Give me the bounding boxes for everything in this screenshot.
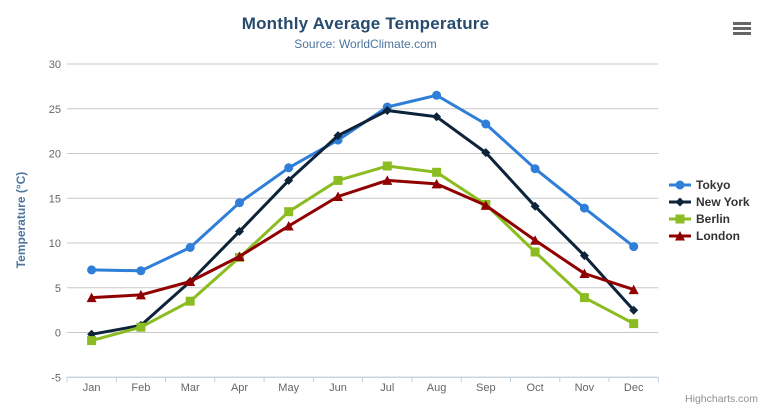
square-marker-icon	[87, 336, 97, 346]
series-tokyo[interactable]	[87, 90, 639, 276]
x-tick-label: Aug	[427, 382, 447, 394]
x-tick-label: May	[278, 382, 299, 394]
x-tick-label: Nov	[575, 382, 595, 394]
diamond-marker-icon	[530, 201, 540, 211]
triangle-marker-icon	[86, 292, 97, 303]
series-london[interactable]	[86, 175, 639, 303]
circle-marker-icon	[530, 164, 540, 174]
square-marker-icon	[333, 175, 343, 185]
y-tick-label: 20	[49, 149, 61, 161]
circle-marker-icon	[432, 90, 442, 100]
square-marker-icon	[284, 207, 294, 217]
square-marker-icon	[675, 214, 685, 223]
series-berlin[interactable]	[87, 161, 639, 346]
triangle-marker-icon	[530, 235, 541, 245]
legend: Tokyo New York Berlin London	[669, 176, 750, 244]
diamond-marker-icon	[382, 106, 392, 115]
legend-label: Tokyo	[696, 177, 731, 192]
legend-item-new-york[interactable]: New York	[669, 193, 750, 210]
legend-label: New York	[696, 194, 750, 209]
diamond-marker-icon	[284, 175, 294, 185]
x-tick-label: Sep	[476, 382, 496, 394]
square-marker-icon	[579, 293, 589, 303]
triangle-marker-icon	[185, 276, 196, 286]
diamond-marker-icon	[432, 112, 442, 122]
triangle-marker-icon	[675, 230, 685, 240]
triangle-marker-icon	[333, 191, 343, 201]
circle-marker-icon	[481, 119, 491, 129]
highcharts-credit[interactable]: Highcharts.com	[685, 393, 758, 405]
circle-marker-icon	[87, 265, 97, 275]
y-tick-label: 30	[49, 59, 61, 71]
triangle-marker-icon	[628, 284, 639, 295]
triangle-marker-icon	[283, 221, 294, 231]
circle-marker-icon	[579, 203, 589, 213]
x-tick-label: Mar	[181, 382, 200, 394]
diamond-marker-icon	[235, 226, 244, 236]
diamond-marker-icon	[675, 197, 685, 206]
x-tick-label: Jun	[329, 382, 347, 394]
series-line	[90, 178, 636, 300]
triangle-marker-icon	[431, 178, 442, 189]
y-tick-label: -5	[51, 372, 61, 384]
series-line	[90, 109, 636, 336]
square-marker-icon	[629, 319, 639, 329]
triangle-marker-icon	[579, 268, 590, 278]
square-marker-icon	[136, 322, 146, 332]
triangle-marker-icon	[135, 289, 146, 300]
y-tick-label: 10	[49, 238, 61, 250]
diamond-marker-icon	[629, 305, 639, 315]
legend-diamond-icon	[669, 197, 691, 206]
y-tick-label: 25	[49, 104, 61, 116]
legend-item-tokyo[interactable]: Tokyo	[669, 176, 750, 193]
square-marker-icon	[530, 247, 540, 257]
diamond-marker-icon	[333, 131, 343, 141]
circle-marker-icon	[136, 266, 146, 276]
triangle-marker-icon	[234, 251, 245, 261]
series-line	[90, 164, 636, 343]
circle-marker-icon	[185, 243, 195, 252]
x-tick-label: Feb	[131, 382, 150, 394]
legend-item-london[interactable]: London	[669, 227, 750, 244]
legend-label: Berlin	[696, 211, 731, 226]
series-new-york[interactable]	[87, 106, 639, 339]
x-tick-label: Apr	[231, 382, 248, 394]
x-tick-label: Jan	[83, 382, 101, 394]
legend-circle-icon	[669, 180, 691, 189]
y-axis-title: Temperature (°C)	[14, 171, 28, 269]
hamburger-icon	[733, 27, 751, 30]
circle-marker-icon	[629, 242, 639, 252]
square-marker-icon	[185, 296, 195, 306]
legend-square-icon	[669, 214, 691, 223]
legend-triangle-icon	[669, 230, 691, 240]
x-tick-label: Dec	[624, 382, 644, 394]
legend-item-berlin[interactable]: Berlin	[669, 210, 750, 227]
circle-marker-icon	[235, 198, 244, 208]
triangle-marker-icon	[382, 175, 393, 185]
legend-label: London	[696, 228, 740, 243]
chart-title: Monthly Average Temperature	[241, 14, 490, 33]
hamburger-icon	[733, 22, 751, 25]
x-tick-label: Jul	[380, 382, 394, 394]
square-marker-icon	[432, 167, 442, 177]
export-menu-button[interactable]	[733, 22, 751, 35]
circle-marker-icon	[675, 180, 685, 189]
triangle-marker-icon	[480, 200, 491, 210]
diamond-marker-icon	[481, 148, 491, 158]
y-tick-label: 5	[55, 283, 61, 295]
hamburger-icon	[733, 32, 751, 35]
y-tick-label: 15	[49, 193, 61, 205]
square-marker-icon	[382, 161, 392, 171]
y-tick-label: 0	[55, 328, 61, 340]
x-tick-label: Oct	[527, 382, 544, 394]
diamond-marker-icon	[579, 251, 589, 261]
chart-subtitle: Source: WorldClimate.com	[294, 37, 437, 51]
circle-marker-icon	[284, 163, 294, 173]
